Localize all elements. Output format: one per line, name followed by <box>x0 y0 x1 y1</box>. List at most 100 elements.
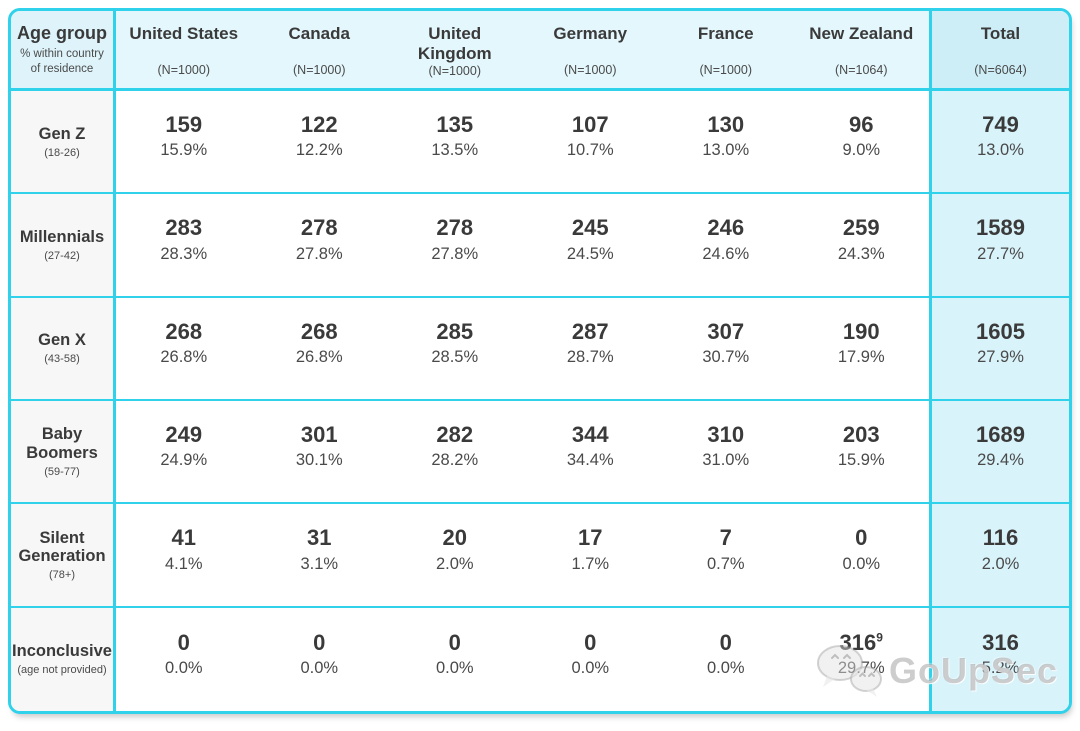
data-cell: 268 26.8% <box>116 297 252 401</box>
row-header-silent-generation: Silent Generation (78+) <box>11 504 116 608</box>
cell-count: 0 <box>855 525 868 551</box>
data-cell: 122 12.2% <box>251 91 387 195</box>
data-cell: 0 0.0% <box>116 607 252 711</box>
data-cell: 249 24.9% <box>116 401 252 505</box>
row-sublabel: (27-42) <box>44 249 80 262</box>
cell-percent: 0.0% <box>842 554 881 573</box>
cell-count: 301 <box>300 422 338 448</box>
footnote-marker: 9 <box>876 630 883 645</box>
cell-count: 3169 <box>839 629 883 655</box>
cell-percent: 0.0% <box>164 658 203 677</box>
cell-percent: 1.7% <box>571 554 610 573</box>
row-sublabel: (18-26) <box>44 146 80 159</box>
cell-count: 7 <box>719 525 732 551</box>
cell-count: 0 <box>584 629 597 655</box>
column-header-united-kingdom: United Kingdom (N=1000) <box>387 11 523 91</box>
row-header-baby-boomers: Baby Boomers (59-77) <box>11 401 116 505</box>
cell-percent: 10.7% <box>566 141 614 160</box>
column-label: Canada <box>288 24 350 43</box>
cell-percent: 24.3% <box>837 244 885 263</box>
row-sublabel: (59-77) <box>44 466 80 479</box>
cell-count: 268 <box>165 318 203 344</box>
cell-count: 31 <box>307 525 332 551</box>
data-cell: 301 30.1% <box>251 401 387 505</box>
cell-percent: 34.4% <box>566 451 614 470</box>
data-cell: 0 0.0% <box>251 607 387 711</box>
data-cell: 31 3.1% <box>251 504 387 608</box>
cell-percent: 5.2% <box>981 658 1020 677</box>
data-cell: 307 30.7% <box>658 297 794 401</box>
data-cell: 259 24.3% <box>793 194 929 298</box>
cell-percent: 4.1% <box>164 554 203 573</box>
data-cell: 96 9.0% <box>793 91 929 195</box>
row-sublabel: (age not provided) <box>17 664 107 677</box>
column-header-total: Total (N=6064) <box>929 11 1069 91</box>
row-label: Gen X <box>38 331 86 350</box>
data-cell: 203 15.9% <box>793 401 929 505</box>
row-sublabel: (78+) <box>49 569 75 582</box>
cell-count: 344 <box>571 422 609 448</box>
cell-count: 283 <box>165 215 203 241</box>
table-subtitle: % within country of residence <box>20 47 104 75</box>
data-cell: 0 0.0% <box>658 607 794 711</box>
data-cell: 1689 29.4% <box>929 401 1069 505</box>
column-label: France <box>697 24 754 43</box>
cell-count: 107 <box>571 112 609 138</box>
column-sample-size: (N=1000) <box>157 63 210 77</box>
data-cell: 344 34.4% <box>522 401 658 505</box>
row-header-gen-z: Gen Z (18-26) <box>11 91 116 195</box>
data-cell: 1589 27.7% <box>929 194 1069 298</box>
cell-count: 96 <box>849 112 874 138</box>
table-title: Age group <box>17 23 107 43</box>
cell-count: 1689 <box>976 422 1025 448</box>
data-cell: 3169 29.7% <box>793 607 929 711</box>
column-header-france: France (N=1000) <box>658 11 794 91</box>
cell-count: 278 <box>436 215 474 241</box>
data-cell: 0 0.0% <box>793 504 929 608</box>
column-header-united-states: United States (N=1000) <box>116 11 252 91</box>
data-cell: 282 28.2% <box>387 401 523 505</box>
column-sample-size: (N=6064) <box>974 63 1027 77</box>
cell-percent: 15.9% <box>160 141 208 160</box>
survey-age-table-wrapper: Age group % within country of residence … <box>8 8 1072 714</box>
cell-count: 159 <box>165 112 203 138</box>
cell-percent: 27.7% <box>977 244 1024 263</box>
cell-percent: 2.0% <box>981 554 1020 573</box>
data-cell: 316 5.2% <box>929 607 1069 711</box>
cell-count: 310 <box>707 422 745 448</box>
data-cell: 246 24.6% <box>658 194 794 298</box>
cell-count: 282 <box>436 422 474 448</box>
cell-count: 17 <box>578 525 603 551</box>
cell-percent: 24.9% <box>160 451 208 470</box>
cell-percent: 2.0% <box>435 554 474 573</box>
cell-count: 0 <box>448 629 461 655</box>
data-cell: 159 15.9% <box>116 91 252 195</box>
cell-percent: 24.5% <box>566 244 614 263</box>
column-header-new-zealand: New Zealand (N=1064) <box>793 11 929 91</box>
column-sample-size: (N=1064) <box>835 63 888 77</box>
cell-percent: 0.0% <box>571 658 610 677</box>
data-cell: 0 0.0% <box>522 607 658 711</box>
column-label: New Zealand <box>809 24 914 43</box>
cell-percent: 15.9% <box>837 451 885 470</box>
cell-percent: 26.8% <box>160 347 208 366</box>
cell-count: 0 <box>177 629 190 655</box>
row-header-cell: Age group % within country of residence <box>11 11 116 91</box>
cell-percent: 17.9% <box>837 347 885 366</box>
data-cell: 135 13.5% <box>387 91 523 195</box>
column-sample-size: (N=1000) <box>428 64 481 79</box>
row-label: Inconclusive <box>12 642 112 661</box>
column-label: Germany <box>553 24 628 43</box>
cell-count: 316 <box>982 629 1019 655</box>
cell-count: 245 <box>571 215 609 241</box>
cell-percent: 0.0% <box>300 658 339 677</box>
cell-count: 130 <box>707 112 745 138</box>
cell-count: 20 <box>442 525 467 551</box>
data-cell: 190 17.9% <box>793 297 929 401</box>
cell-percent: 28.7% <box>566 347 614 366</box>
data-cell: 245 24.5% <box>522 194 658 298</box>
cell-count: 259 <box>842 215 880 241</box>
cell-percent: 0.0% <box>435 658 474 677</box>
cell-percent: 3.1% <box>300 554 339 573</box>
column-label: Total <box>980 24 1021 43</box>
